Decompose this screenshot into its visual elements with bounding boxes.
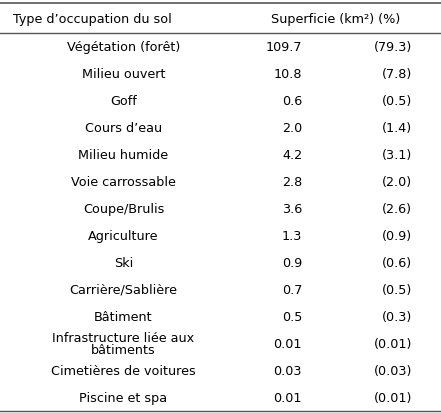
Text: 1.3: 1.3 bbox=[282, 229, 302, 242]
Text: 0.03: 0.03 bbox=[273, 364, 302, 377]
Text: bâtiments: bâtiments bbox=[91, 343, 156, 356]
Text: 3.6: 3.6 bbox=[282, 202, 302, 216]
Text: 2.8: 2.8 bbox=[282, 176, 302, 188]
Text: 0.9: 0.9 bbox=[282, 256, 302, 269]
Text: (0.5): (0.5) bbox=[382, 283, 412, 296]
Text: Ski: Ski bbox=[114, 256, 133, 269]
Text: (0.5): (0.5) bbox=[382, 95, 412, 108]
Text: Végétation (forêt): Végétation (forêt) bbox=[67, 41, 180, 54]
Text: Cours d’eau: Cours d’eau bbox=[85, 122, 162, 135]
Text: Coupe/Brulis: Coupe/Brulis bbox=[83, 202, 164, 216]
Text: (0.3): (0.3) bbox=[382, 310, 412, 323]
Text: 0.6: 0.6 bbox=[282, 95, 302, 108]
Text: Cimetières de voitures: Cimetières de voitures bbox=[51, 364, 196, 377]
Text: (1.4): (1.4) bbox=[382, 122, 412, 135]
Text: Milieu humide: Milieu humide bbox=[78, 149, 168, 161]
Text: 2.0: 2.0 bbox=[282, 122, 302, 135]
Text: (0.01): (0.01) bbox=[374, 391, 412, 404]
Text: 4.2: 4.2 bbox=[282, 149, 302, 161]
Text: Superficie (km²) (%): Superficie (km²) (%) bbox=[270, 12, 400, 26]
Text: Carrière/Sablière: Carrière/Sablière bbox=[70, 283, 177, 296]
Text: (3.1): (3.1) bbox=[382, 149, 412, 161]
Text: Type d’occupation du sol: Type d’occupation du sol bbox=[13, 12, 172, 26]
Text: Infrastructure liée aux: Infrastructure liée aux bbox=[52, 331, 194, 344]
Text: 0.5: 0.5 bbox=[282, 310, 302, 323]
Text: Milieu ouvert: Milieu ouvert bbox=[82, 68, 165, 81]
Text: Bâtiment: Bâtiment bbox=[94, 310, 153, 323]
Text: 0.01: 0.01 bbox=[273, 337, 302, 350]
Text: (79.3): (79.3) bbox=[374, 41, 412, 54]
Text: (0.6): (0.6) bbox=[382, 256, 412, 269]
Text: (7.8): (7.8) bbox=[382, 68, 412, 81]
Text: Piscine et spa: Piscine et spa bbox=[79, 391, 168, 404]
Text: Voie carrossable: Voie carrossable bbox=[71, 176, 176, 188]
Text: (2.6): (2.6) bbox=[382, 202, 412, 216]
Text: (2.0): (2.0) bbox=[382, 176, 412, 188]
Text: 109.7: 109.7 bbox=[265, 41, 302, 54]
Text: (0.9): (0.9) bbox=[382, 229, 412, 242]
Text: Agriculture: Agriculture bbox=[88, 229, 159, 242]
Text: 0.7: 0.7 bbox=[282, 283, 302, 296]
Text: 10.8: 10.8 bbox=[273, 68, 302, 81]
Text: (0.03): (0.03) bbox=[374, 364, 412, 377]
Text: 0.01: 0.01 bbox=[273, 391, 302, 404]
Text: (0.01): (0.01) bbox=[374, 337, 412, 350]
Text: Goff: Goff bbox=[110, 95, 137, 108]
